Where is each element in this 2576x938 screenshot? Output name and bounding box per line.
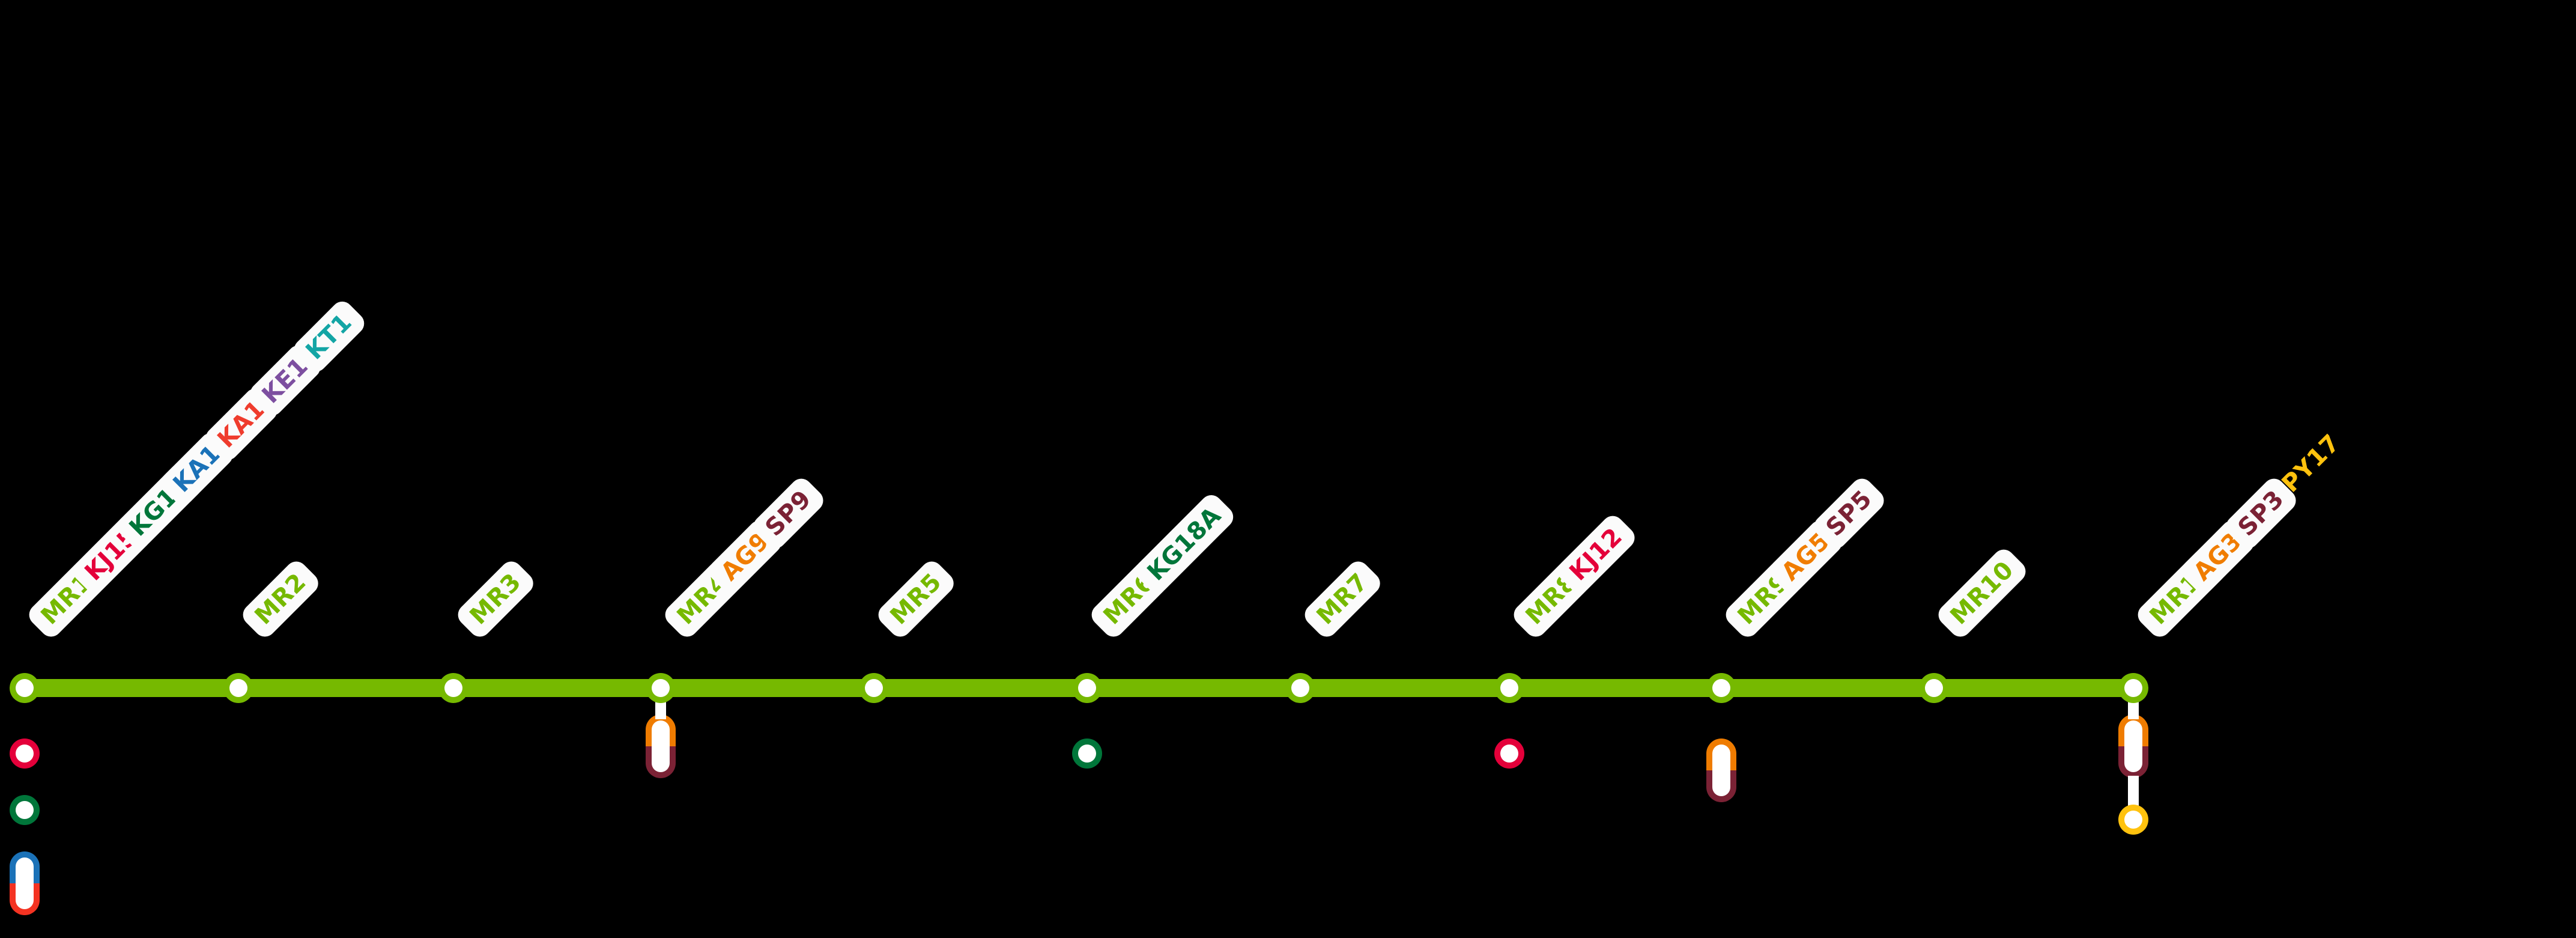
interchange-marker-inner <box>1712 745 1730 796</box>
station-dot-inner <box>229 679 247 697</box>
station-dot-inner <box>865 679 883 697</box>
station-dot-inner <box>2124 679 2142 697</box>
station-dot-inner <box>1291 679 1309 697</box>
interchange-marker-inner <box>16 857 34 909</box>
station-group-mr5[interactable] <box>859 673 889 703</box>
station-group-mr1[interactable] <box>10 673 40 938</box>
interchange-marker-inner <box>16 745 34 763</box>
station-group-mr4[interactable] <box>646 673 676 778</box>
station-group-mr6[interactable] <box>1072 673 1102 769</box>
interchange-marker-inner <box>652 720 670 772</box>
station-dot-inner <box>1078 679 1096 697</box>
interchange-marker-inner <box>2124 720 2142 772</box>
interchange-marker-inner <box>1078 745 1096 763</box>
station-group-mr3[interactable] <box>438 673 468 703</box>
station-dot-inner <box>16 679 34 697</box>
station-group-mr2[interactable] <box>223 673 253 703</box>
station-dot-inner <box>652 679 670 697</box>
station-dot-inner <box>444 679 462 697</box>
interchange-marker-inner <box>2124 811 2142 829</box>
station-group-mr8[interactable] <box>1494 673 1524 769</box>
station-group-mr11[interactable] <box>2118 673 2148 835</box>
station-group-mr7[interactable] <box>1285 673 1315 703</box>
station-group-mr9[interactable] <box>1706 673 1736 802</box>
interchange-marker-inner <box>1500 745 1518 763</box>
station-dot-inner <box>1925 679 1943 697</box>
station-dot-inner <box>1712 679 1730 697</box>
station-group-mr10[interactable] <box>1919 673 1949 703</box>
station-dot-inner <box>1500 679 1518 697</box>
interchange-marker-inner <box>16 801 34 819</box>
